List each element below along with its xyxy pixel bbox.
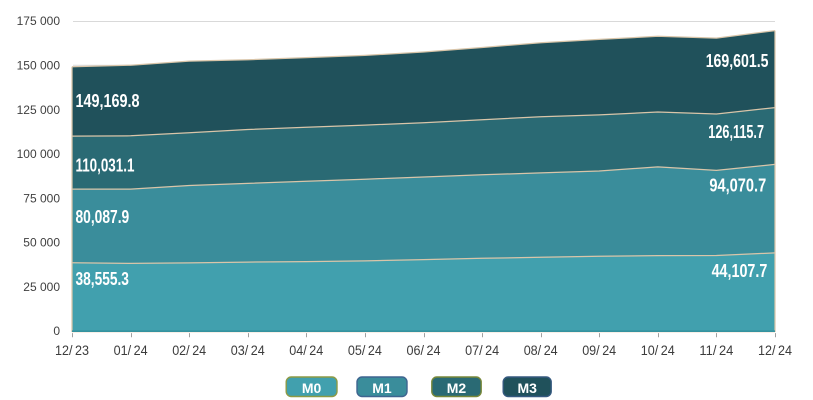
svg-text:12/ 23: 12/ 23 (55, 342, 89, 358)
svg-text:125 000: 125 000 (17, 103, 61, 117)
svg-text:02/ 24: 02/ 24 (172, 342, 206, 358)
svg-text:100 000: 100 000 (17, 147, 61, 161)
svg-text:175 000: 175 000 (17, 14, 61, 28)
svg-text:44,107.7: 44,107.7 (712, 261, 768, 281)
svg-text:149,169.8: 149,169.8 (76, 91, 140, 111)
svg-text:169,601.5: 169,601.5 (706, 51, 769, 71)
svg-text:75 000: 75 000 (23, 191, 60, 205)
svg-text:M2: M2 (447, 380, 467, 396)
svg-text:11/ 24: 11/ 24 (699, 342, 733, 358)
svg-text:M0: M0 (302, 380, 322, 396)
svg-text:03/ 24: 03/ 24 (231, 342, 265, 358)
svg-text:08/ 24: 08/ 24 (524, 342, 558, 358)
svg-text:09/ 24: 09/ 24 (582, 342, 616, 358)
svg-text:12/ 24: 12/ 24 (758, 342, 792, 358)
svg-text:04/ 24: 04/ 24 (289, 342, 323, 358)
svg-text:94,070.7: 94,070.7 (709, 176, 766, 196)
svg-text:126,115.7: 126,115.7 (708, 122, 764, 142)
svg-text:150 000: 150 000 (17, 59, 61, 73)
svg-text:50 000: 50 000 (23, 236, 60, 250)
svg-text:05/ 24: 05/ 24 (348, 342, 382, 358)
svg-text:25 000: 25 000 (23, 280, 60, 294)
svg-text:110,031.1: 110,031.1 (76, 156, 135, 176)
svg-text:M3: M3 (517, 380, 537, 396)
svg-text:07/ 24: 07/ 24 (465, 342, 499, 358)
svg-text:80,087.9: 80,087.9 (76, 207, 130, 227)
svg-text:M1: M1 (372, 380, 392, 396)
svg-text:01/ 24: 01/ 24 (114, 342, 148, 358)
svg-text:10/ 24: 10/ 24 (641, 342, 675, 358)
svg-text:06/ 24: 06/ 24 (407, 342, 441, 358)
svg-text:0: 0 (53, 324, 60, 338)
svg-text:38,555.3: 38,555.3 (76, 269, 129, 289)
